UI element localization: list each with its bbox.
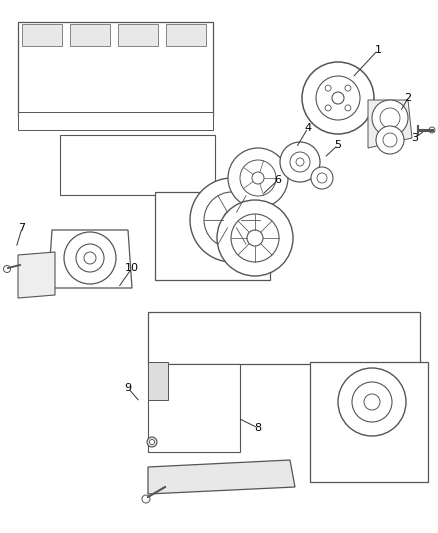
Circle shape bbox=[4, 265, 11, 272]
Text: 2: 2 bbox=[404, 93, 412, 103]
Circle shape bbox=[380, 108, 400, 128]
Circle shape bbox=[231, 214, 279, 262]
Bar bbox=[118, 24, 158, 46]
Text: 7: 7 bbox=[18, 223, 25, 233]
Circle shape bbox=[217, 200, 293, 276]
Bar bbox=[310, 362, 428, 482]
Circle shape bbox=[316, 76, 360, 120]
Circle shape bbox=[372, 100, 408, 136]
Bar bbox=[70, 24, 110, 46]
Circle shape bbox=[76, 244, 104, 272]
Circle shape bbox=[252, 172, 264, 184]
Bar bbox=[148, 364, 240, 452]
Circle shape bbox=[317, 173, 327, 183]
Circle shape bbox=[142, 495, 150, 503]
Polygon shape bbox=[148, 460, 295, 494]
Bar bbox=[18, 22, 213, 117]
Bar bbox=[22, 24, 62, 46]
Circle shape bbox=[290, 152, 310, 172]
Bar bbox=[155, 192, 270, 280]
Circle shape bbox=[247, 230, 263, 246]
Text: 9: 9 bbox=[124, 383, 131, 393]
Circle shape bbox=[147, 437, 157, 447]
Circle shape bbox=[325, 85, 331, 91]
Text: 5: 5 bbox=[335, 140, 342, 150]
Circle shape bbox=[64, 232, 116, 284]
Circle shape bbox=[280, 142, 320, 182]
Bar bbox=[166, 24, 206, 46]
Text: 1: 1 bbox=[374, 45, 381, 55]
Bar bbox=[60, 135, 215, 195]
Text: 4: 4 bbox=[304, 123, 311, 133]
Circle shape bbox=[311, 167, 333, 189]
Text: 8: 8 bbox=[254, 423, 261, 433]
Bar bbox=[18, 112, 213, 130]
Circle shape bbox=[240, 160, 276, 196]
Circle shape bbox=[228, 148, 288, 208]
Text: 3: 3 bbox=[411, 133, 418, 143]
Polygon shape bbox=[368, 100, 412, 148]
Circle shape bbox=[149, 440, 155, 445]
Text: 10: 10 bbox=[125, 263, 139, 273]
Circle shape bbox=[364, 394, 380, 410]
Circle shape bbox=[345, 85, 351, 91]
Circle shape bbox=[429, 127, 435, 133]
Circle shape bbox=[325, 105, 331, 111]
Bar bbox=[148, 312, 420, 364]
Text: 6: 6 bbox=[275, 175, 282, 185]
Circle shape bbox=[296, 158, 304, 166]
Circle shape bbox=[332, 92, 344, 104]
Circle shape bbox=[338, 368, 406, 436]
Circle shape bbox=[376, 126, 404, 154]
Circle shape bbox=[352, 382, 392, 422]
Circle shape bbox=[345, 105, 351, 111]
Circle shape bbox=[84, 252, 96, 264]
Circle shape bbox=[190, 178, 274, 262]
Polygon shape bbox=[18, 252, 55, 298]
Circle shape bbox=[383, 133, 397, 147]
Polygon shape bbox=[48, 230, 132, 288]
Circle shape bbox=[204, 192, 260, 248]
Circle shape bbox=[223, 211, 241, 229]
Circle shape bbox=[302, 62, 374, 134]
Bar bbox=[148, 362, 168, 400]
